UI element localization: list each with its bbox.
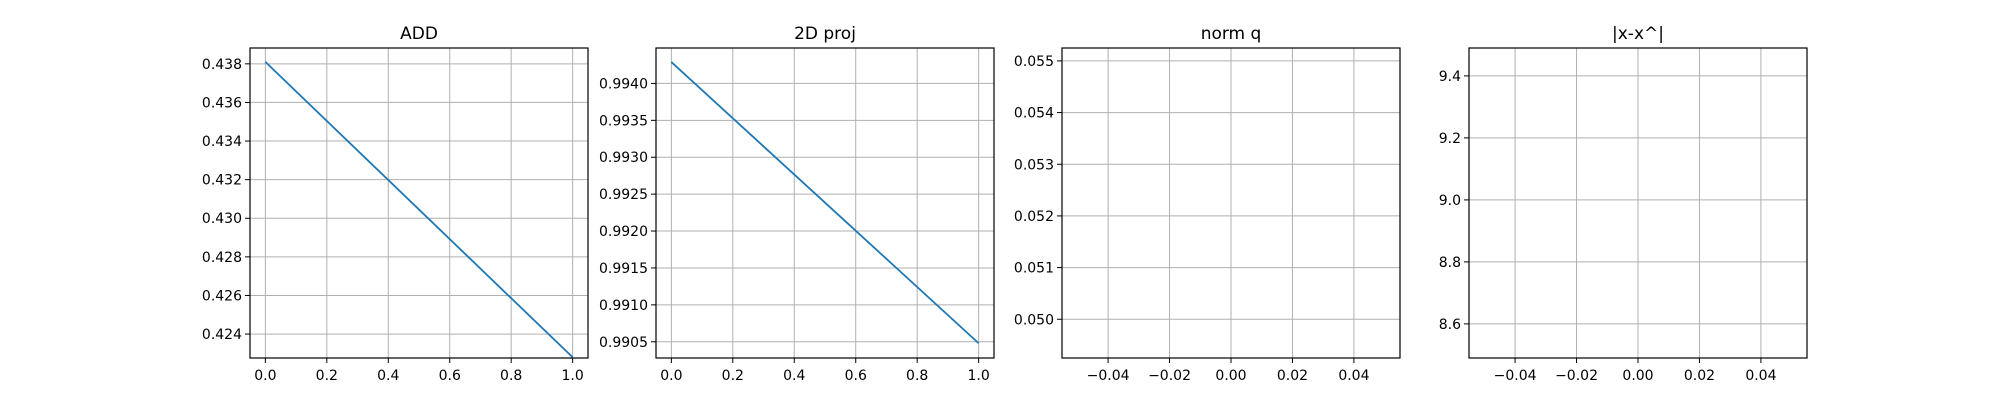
x-tick-label: −0.02 [1148, 368, 1191, 384]
y-tick-label: 0.428 [202, 250, 242, 266]
x-tick-label: 0.0 [254, 368, 276, 384]
axes-frame [655, 47, 995, 359]
x-tick-label: 1.0 [562, 368, 584, 384]
x-tick-label: 0.00 [1622, 368, 1653, 384]
x-tick-label: 0.6 [845, 368, 867, 384]
x-tick-label: 1.0 [968, 368, 990, 384]
y-tick-label: 9.4 [1439, 69, 1461, 85]
y-tick-label: 9.2 [1439, 131, 1461, 147]
y-tick-label: 0.9905 [599, 335, 648, 351]
x-tick-label: 0.4 [783, 368, 805, 384]
subplot-2: 2D proj 0.0 0.2 0.4 0.6 0.8 1.0 0.9905 0.9910 0.9… [599, 24, 995, 384]
y-tick-label: 0.054 [1014, 106, 1054, 122]
subplot-title: norm q [1201, 24, 1262, 44]
y-tick-label: 0.438 [202, 57, 242, 73]
y-tick-label: 0.9915 [599, 261, 648, 277]
x-tick-label: 0.2 [722, 368, 744, 384]
y-tick-label: 0.051 [1014, 261, 1054, 277]
y-tick-label: 0.9930 [599, 150, 648, 166]
y-tick-label: 0.9920 [599, 224, 648, 240]
y-tick-label: 0.053 [1014, 157, 1054, 173]
series-line [264, 61, 574, 358]
axes-frame [249, 47, 589, 359]
axes-frame [1468, 47, 1808, 359]
subplot-4: |x-x^| −0.04 −0.02 0.00 0.02 0.04 8.6 8.8 9.0 9.2… [1439, 24, 1808, 384]
x-tick-label: 0.4 [377, 368, 399, 384]
x-tick-label: 0.04 [1338, 368, 1369, 384]
series-line [670, 61, 980, 344]
x-tick-label: −0.04 [1087, 368, 1130, 384]
y-tick-label: 0.9925 [599, 187, 648, 203]
subplot-title: |x-x^| [1612, 24, 1664, 44]
y-tick-label: 0.434 [202, 134, 242, 150]
y-tick-label: 0.430 [202, 211, 242, 227]
x-tick-label: 0.8 [906, 368, 928, 384]
x-tick-label: 0.0 [660, 368, 682, 384]
y-tick-label: 8.8 [1439, 255, 1461, 271]
y-tick-label: 0.055 [1014, 54, 1054, 70]
y-tick-label: 0.436 [202, 95, 242, 111]
y-tick-label: 0.9910 [599, 298, 648, 314]
x-tick-label: 0.04 [1745, 368, 1776, 384]
subplot-1: ADD 0.0 0.2 0.4 0.6 0.8 1.0 0.424 0.426 0.428 0.43… [202, 24, 589, 384]
subplot-3: norm q −0.04 −0.02 0.00 0.02 0.04 0.050 0.051 0.… [1014, 24, 1401, 384]
subplot-title: ADD [400, 24, 438, 44]
subplot-title: 2D proj [794, 24, 856, 44]
y-tick-label: 0.432 [202, 173, 242, 189]
y-tick-label: 0.9935 [599, 113, 648, 129]
x-tick-label: 0.6 [439, 368, 461, 384]
y-tick-label: 9.0 [1439, 193, 1461, 209]
y-tick-label: 0.050 [1014, 312, 1054, 328]
x-tick-label: 0.00 [1215, 368, 1246, 384]
x-tick-label: 0.2 [316, 368, 338, 384]
y-tick-label: 0.052 [1014, 209, 1054, 225]
y-tick-label: 0.424 [202, 327, 242, 343]
x-tick-label: 0.02 [1684, 368, 1715, 384]
x-tick-label: −0.02 [1555, 368, 1598, 384]
y-tick-label: 0.426 [202, 288, 242, 304]
y-tick-label: 0.9940 [599, 76, 648, 92]
x-tick-label: 0.8 [500, 368, 522, 384]
axes-frame [1061, 47, 1401, 359]
x-tick-label: −0.04 [1494, 368, 1537, 384]
y-tick-label: 8.6 [1439, 317, 1461, 333]
x-tick-label: 0.02 [1277, 368, 1308, 384]
